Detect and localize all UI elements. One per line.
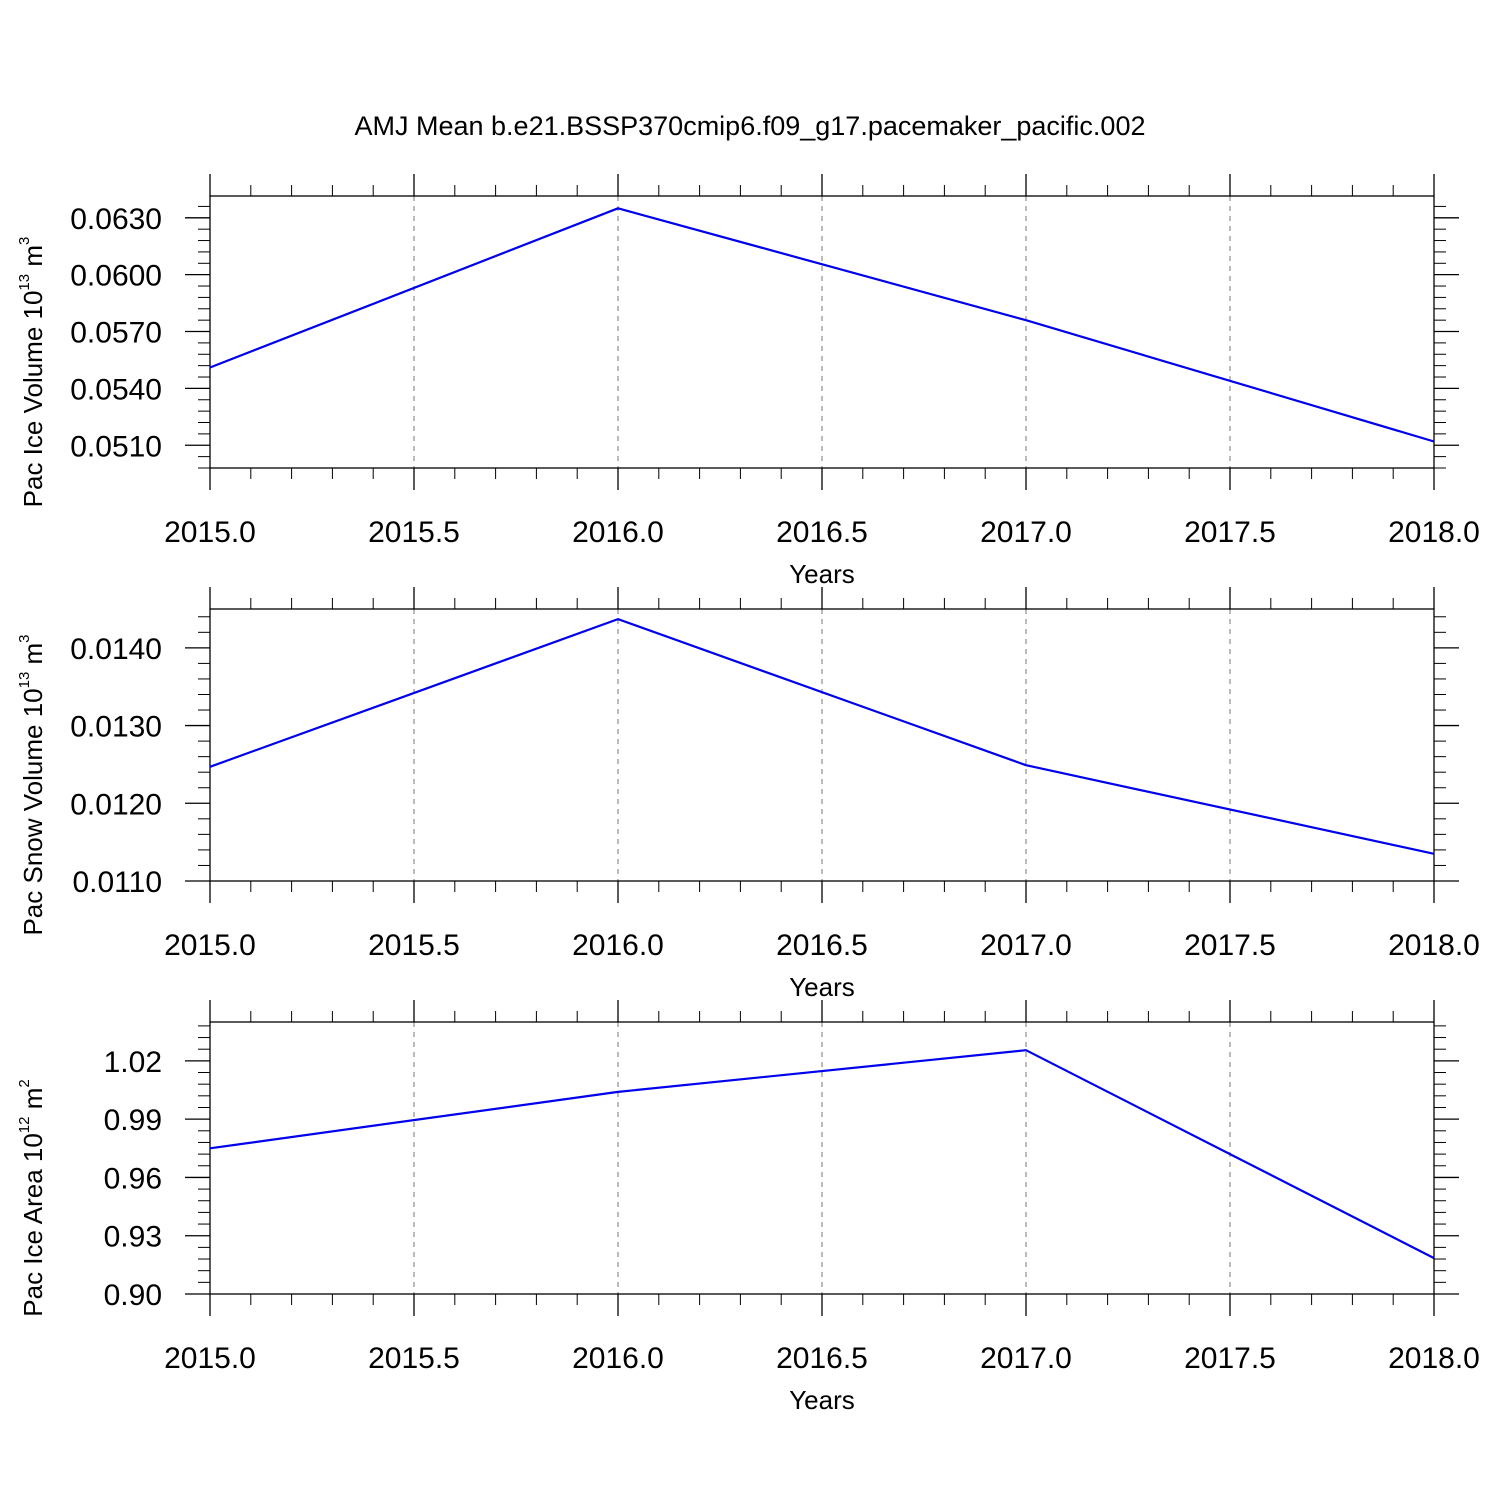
y-axis-label: Pac Snow Volume 1013 m3	[16, 634, 48, 935]
y-axis-label-unit: m	[18, 245, 48, 274]
x-tick-label: 2015.5	[368, 1342, 460, 1375]
y-axis-label-unit-exponent: 3	[16, 634, 33, 642]
data-point	[1432, 852, 1436, 856]
x-tick-label: 2017.0	[980, 516, 1072, 549]
y-axis-label-unit: m	[18, 1088, 48, 1117]
series-line	[209, 207, 1435, 443]
data-point	[1432, 439, 1436, 443]
y-tick-label: 0.0540	[70, 373, 162, 406]
data-point	[208, 1146, 212, 1150]
y-tick-label: 0.0630	[70, 203, 162, 236]
x-tick-label: 2018.0	[1388, 516, 1480, 549]
x-tick-label: 2016.5	[776, 516, 868, 549]
x-axis-label: Years	[789, 1385, 855, 1415]
data-point	[1024, 318, 1028, 322]
x-tick-label: 2017.5	[1184, 516, 1276, 549]
data-point	[1432, 1256, 1436, 1260]
x-axis-label: Years	[789, 972, 855, 1002]
y-axis-label-unit-exponent: 2	[16, 1079, 33, 1087]
x-tick-label: 2016.0	[572, 1342, 664, 1375]
data-point	[616, 617, 620, 621]
data-point	[616, 206, 620, 210]
y-axis-label-exponent: 12	[16, 1116, 33, 1133]
y-tick-label: 0.0510	[70, 430, 162, 463]
x-tick-label: 2016.0	[572, 516, 664, 549]
x-tick-label: 2018.0	[1388, 929, 1480, 962]
series-line	[209, 1049, 1435, 1260]
y-axis-label-exponent: 13	[16, 274, 33, 291]
chart-panel-1: 2015.0 2015.5 2016.0 2016.5 2017.0 2017.5 2018…	[16, 174, 1480, 589]
x-tick-label: 2017.0	[980, 1342, 1072, 1375]
y-tick-label: 0.0110	[72, 866, 162, 899]
x-tick-label: 2015.0	[164, 1342, 256, 1375]
y-axis-label-text: Pac Snow Volume 10	[18, 688, 48, 935]
y-tick-label: 0.0120	[70, 788, 162, 821]
y-tick-label: 0.0140	[70, 633, 162, 666]
y-tick-label: 0.96	[104, 1162, 162, 1195]
y-axis-label-exponent: 13	[16, 672, 33, 689]
data-point	[208, 765, 212, 769]
x-tick-label: 2015.5	[368, 516, 460, 549]
y-tick-label: 0.99	[104, 1104, 162, 1137]
x-tick-label: 2016.5	[776, 929, 868, 962]
y-tick-label: 0.0570	[70, 317, 162, 350]
x-tick-label: 2017.5	[1184, 929, 1276, 962]
x-tick-label: 2015.5	[368, 929, 460, 962]
figure-title: AMJ Mean b.e21.BSSP370cmip6.f09_g17.pace…	[355, 111, 1146, 141]
y-axis-label-unit: m	[18, 643, 48, 672]
series-line	[209, 617, 1435, 855]
data-point	[1024, 1048, 1028, 1052]
x-tick-label: 2016.5	[776, 1342, 868, 1375]
y-axis-label-text: Pac Ice Volume 10	[18, 291, 48, 508]
x-tick-label: 2015.0	[164, 929, 256, 962]
y-tick-label: 0.0130	[70, 711, 162, 744]
y-axis-label-unit-exponent: 3	[16, 237, 33, 245]
chart-panel-2: 2015.0 2015.5 2016.0 2016.5 2017.0 2017.5 2018…	[16, 587, 1480, 1002]
y-axis-label: Pac Ice Volume 1013 m3	[16, 237, 48, 508]
y-axis-label-text: Pac Ice Area 10	[18, 1133, 48, 1317]
y-tick-label: 0.0600	[70, 260, 162, 293]
data-point	[208, 366, 212, 370]
y-tick-label: 0.93	[104, 1221, 162, 1254]
y-axis-label: Pac Ice Area 1012 m2	[16, 1079, 48, 1316]
x-tick-label: 2015.0	[164, 516, 256, 549]
data-point	[616, 1090, 620, 1094]
data-point	[1024, 763, 1028, 767]
x-tick-label: 2016.0	[572, 929, 664, 962]
x-axis-label: Years	[789, 559, 855, 589]
y-tick-label: 1.02	[104, 1046, 162, 1079]
chart-panel-3: 2015.0 2015.5 2016.0 2016.5 2017.0 2017.5 2018…	[16, 1000, 1480, 1415]
x-tick-label: 2018.0	[1388, 1342, 1480, 1375]
x-tick-label: 2017.5	[1184, 1342, 1276, 1375]
x-tick-label: 2017.0	[980, 929, 1072, 962]
y-tick-label: 0.90	[104, 1279, 162, 1312]
panels: 2015.0 2015.5 2016.0 2016.5 2017.0 2017.5 2018…	[16, 174, 1480, 1415]
